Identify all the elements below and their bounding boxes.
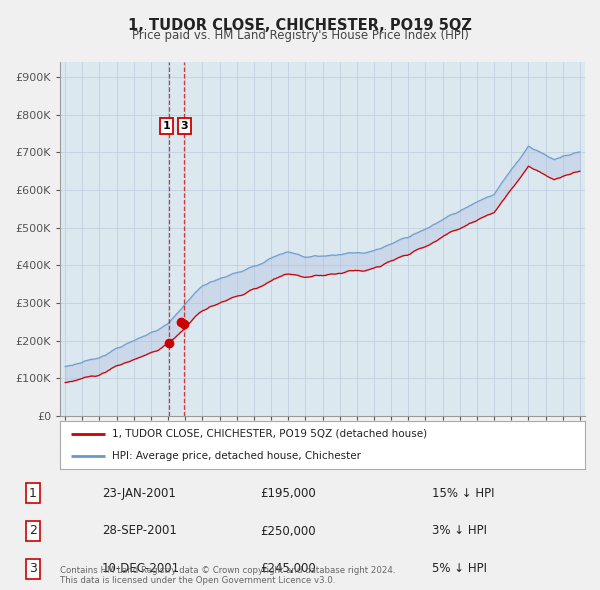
Text: 3: 3 — [29, 562, 37, 575]
Text: £195,000: £195,000 — [260, 487, 316, 500]
Text: £245,000: £245,000 — [260, 562, 316, 575]
Text: 1, TUDOR CLOSE, CHICHESTER, PO19 5QZ (detached house): 1, TUDOR CLOSE, CHICHESTER, PO19 5QZ (de… — [113, 429, 428, 439]
Text: 10-DEC-2001: 10-DEC-2001 — [102, 562, 180, 575]
Text: 2: 2 — [29, 525, 37, 537]
Text: 15% ↓ HPI: 15% ↓ HPI — [432, 487, 494, 500]
Text: 1, TUDOR CLOSE, CHICHESTER, PO19 5QZ: 1, TUDOR CLOSE, CHICHESTER, PO19 5QZ — [128, 18, 472, 32]
Text: 23-JAN-2001: 23-JAN-2001 — [102, 487, 176, 500]
Text: 28-SEP-2001: 28-SEP-2001 — [102, 525, 177, 537]
Text: Contains HM Land Registry data © Crown copyright and database right 2024.
This d: Contains HM Land Registry data © Crown c… — [60, 566, 395, 585]
Text: 1: 1 — [163, 121, 170, 131]
Text: 5% ↓ HPI: 5% ↓ HPI — [432, 562, 487, 575]
Text: 3% ↓ HPI: 3% ↓ HPI — [432, 525, 487, 537]
Text: Price paid vs. HM Land Registry's House Price Index (HPI): Price paid vs. HM Land Registry's House … — [131, 30, 469, 42]
Text: HPI: Average price, detached house, Chichester: HPI: Average price, detached house, Chic… — [113, 451, 361, 461]
Text: 1: 1 — [29, 487, 37, 500]
Text: £250,000: £250,000 — [260, 525, 316, 537]
Text: 3: 3 — [181, 121, 188, 131]
